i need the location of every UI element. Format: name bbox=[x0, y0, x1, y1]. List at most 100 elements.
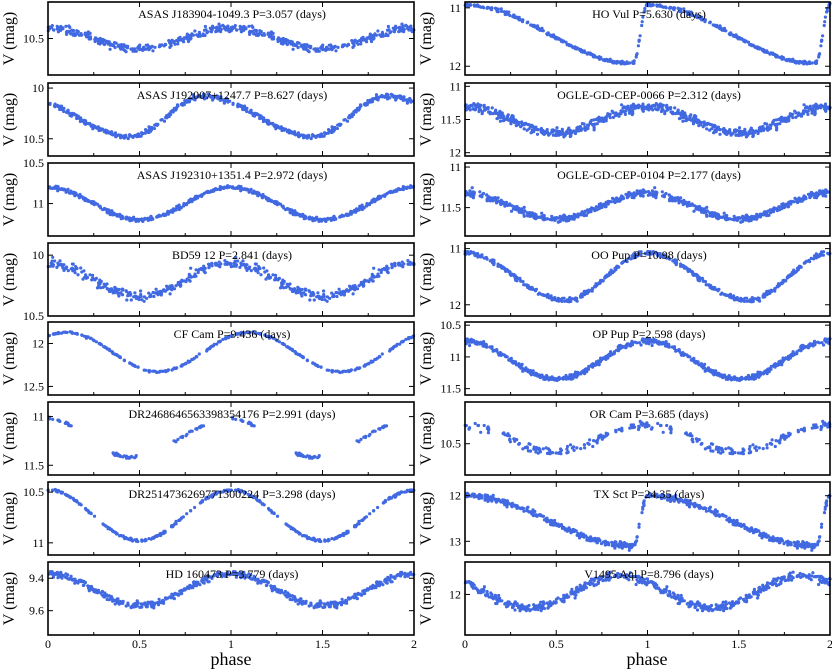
data-point bbox=[601, 58, 606, 62]
data-point bbox=[235, 28, 239, 32]
data-point bbox=[700, 120, 704, 125]
data-point bbox=[408, 262, 412, 266]
data-point bbox=[186, 39, 191, 44]
data-point bbox=[353, 38, 357, 42]
data-point bbox=[190, 32, 194, 36]
data-point bbox=[207, 347, 211, 351]
data-point bbox=[191, 357, 195, 361]
data-point bbox=[351, 45, 355, 50]
data-point bbox=[261, 192, 265, 197]
data-point bbox=[810, 108, 815, 112]
data-point bbox=[394, 24, 398, 28]
data-point bbox=[166, 596, 170, 600]
data-point bbox=[239, 30, 243, 34]
data-point bbox=[514, 118, 518, 122]
data-point bbox=[372, 586, 376, 590]
data-point bbox=[142, 295, 146, 299]
data-point bbox=[339, 293, 343, 297]
data-point bbox=[333, 536, 337, 540]
data-point bbox=[226, 184, 230, 188]
data-point bbox=[310, 456, 314, 460]
data-point bbox=[174, 439, 178, 443]
data-point bbox=[174, 284, 178, 288]
data-point bbox=[345, 44, 349, 48]
data-point bbox=[389, 189, 393, 193]
data-point bbox=[146, 602, 150, 606]
data-point bbox=[365, 202, 369, 206]
data-point bbox=[395, 492, 399, 496]
data-point bbox=[257, 191, 261, 195]
data-point bbox=[294, 599, 298, 603]
data-point bbox=[86, 335, 90, 339]
data-point bbox=[256, 581, 260, 585]
data-point bbox=[188, 274, 192, 278]
data-point bbox=[468, 108, 472, 112]
data-point bbox=[705, 127, 709, 131]
data-point bbox=[356, 522, 360, 526]
y-tick-label: 11 bbox=[449, 1, 461, 15]
data-point bbox=[160, 118, 164, 122]
data-point bbox=[193, 98, 197, 102]
data-point bbox=[401, 265, 405, 269]
data-point bbox=[187, 199, 191, 203]
data-point bbox=[107, 131, 111, 135]
data-point bbox=[113, 602, 117, 606]
data-point bbox=[281, 341, 285, 346]
data-point bbox=[264, 196, 268, 200]
data-point bbox=[296, 602, 300, 606]
data-point bbox=[762, 50, 766, 54]
data-point bbox=[76, 273, 80, 277]
data-point bbox=[819, 44, 823, 48]
data-point bbox=[91, 273, 95, 277]
data-point bbox=[126, 137, 130, 141]
data-point bbox=[823, 15, 828, 19]
data-point bbox=[143, 216, 147, 220]
data-point bbox=[175, 38, 179, 43]
data-point bbox=[353, 285, 358, 289]
data-point bbox=[583, 50, 587, 55]
data-point bbox=[70, 190, 75, 194]
data-point bbox=[50, 488, 55, 493]
data-point bbox=[151, 604, 155, 608]
data-point bbox=[165, 288, 169, 292]
data-point bbox=[136, 601, 140, 605]
data-point bbox=[122, 358, 126, 362]
data-point bbox=[522, 127, 526, 131]
data-point bbox=[167, 39, 171, 43]
data-point bbox=[631, 111, 635, 115]
data-point bbox=[54, 489, 58, 493]
data-point bbox=[468, 3, 472, 7]
data-points bbox=[46, 255, 416, 303]
data-point bbox=[751, 134, 755, 139]
data-point bbox=[50, 262, 54, 266]
data-point bbox=[139, 289, 143, 293]
data-point bbox=[118, 214, 122, 219]
y-tick-label: 12 bbox=[449, 59, 461, 73]
data-point bbox=[302, 291, 306, 295]
data-point bbox=[87, 586, 91, 590]
data-point bbox=[725, 130, 729, 134]
data-point bbox=[376, 272, 380, 276]
y-axis-label: V (mag) bbox=[1, 12, 18, 65]
data-point bbox=[363, 363, 367, 367]
data-point bbox=[573, 47, 577, 51]
data-point bbox=[248, 110, 252, 114]
data-point bbox=[654, 102, 658, 106]
data-point bbox=[129, 298, 133, 302]
data-point bbox=[296, 352, 300, 357]
data-point bbox=[821, 34, 825, 38]
y-axis-label: V (mag) bbox=[1, 572, 18, 625]
data-point bbox=[162, 119, 167, 123]
data-point bbox=[374, 95, 378, 99]
data-point bbox=[293, 289, 297, 293]
data-point bbox=[92, 589, 96, 594]
data-point bbox=[292, 595, 296, 599]
data-point bbox=[530, 23, 534, 27]
data-point bbox=[127, 216, 131, 220]
data-point bbox=[576, 128, 580, 132]
data-point bbox=[155, 215, 159, 219]
data-points bbox=[463, 102, 832, 139]
data-point bbox=[813, 60, 817, 64]
